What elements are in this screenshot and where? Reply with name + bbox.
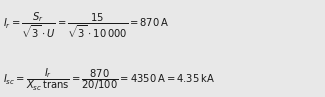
Text: $I_r = \dfrac{S_r}{\sqrt{3} \cdot U} = \dfrac{15}{\sqrt{3} \cdot 10\,000} = 870\: $I_r = \dfrac{S_r}{\sqrt{3} \cdot U} = \… [3,10,169,40]
Text: $I_{sc} = \dfrac{I_r}{X_{sc}\,\mathrm{trans}} = \dfrac{870}{20/100} = 4350\,\mat: $I_{sc} = \dfrac{I_r}{X_{sc}\,\mathrm{tr… [3,66,215,93]
